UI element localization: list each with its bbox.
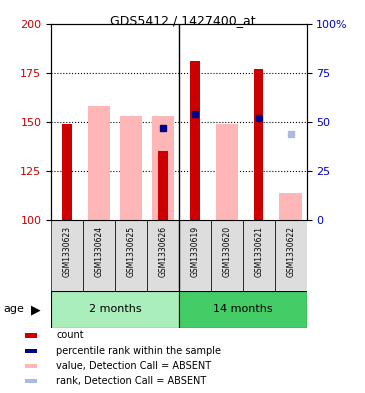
Text: GSM1330622: GSM1330622 [286, 226, 295, 277]
Text: GSM1330626: GSM1330626 [158, 226, 168, 277]
Bar [51, 291, 179, 328]
Bar [62, 124, 72, 220]
Bar [83, 220, 115, 291]
Text: ▶: ▶ [31, 303, 41, 316]
Bar [120, 116, 142, 220]
Bar [115, 220, 147, 291]
Text: GSM1330621: GSM1330621 [254, 226, 263, 277]
Text: age: age [4, 305, 24, 314]
Bar [25, 364, 37, 368]
Bar [243, 220, 274, 291]
Text: count: count [56, 331, 84, 340]
Bar [216, 124, 238, 220]
Text: 2 months: 2 months [89, 305, 141, 314]
Bar [179, 291, 307, 328]
Bar [211, 220, 243, 291]
Text: 14 months: 14 months [213, 305, 273, 314]
Bar [280, 193, 302, 220]
Text: GSM1330623: GSM1330623 [62, 226, 72, 277]
Bar [25, 333, 37, 338]
Text: GSM1330620: GSM1330620 [222, 226, 231, 277]
Text: percentile rank within the sample: percentile rank within the sample [56, 346, 221, 356]
Text: value, Detection Call = ABSENT: value, Detection Call = ABSENT [56, 361, 211, 371]
Bar [25, 379, 37, 383]
Text: GSM1330624: GSM1330624 [95, 226, 104, 277]
Bar [147, 220, 179, 291]
Bar [254, 69, 264, 220]
Text: GSM1330625: GSM1330625 [126, 226, 135, 277]
Bar [152, 116, 174, 220]
Bar [179, 220, 211, 291]
Bar [158, 151, 168, 220]
Bar [25, 349, 37, 353]
Text: rank, Detection Call = ABSENT: rank, Detection Call = ABSENT [56, 376, 207, 386]
Text: GDS5412 / 1427400_at: GDS5412 / 1427400_at [110, 14, 255, 27]
Bar [51, 220, 83, 291]
Text: GSM1330619: GSM1330619 [190, 226, 199, 277]
Bar [88, 106, 110, 220]
Bar [274, 220, 307, 291]
Bar [190, 61, 200, 220]
